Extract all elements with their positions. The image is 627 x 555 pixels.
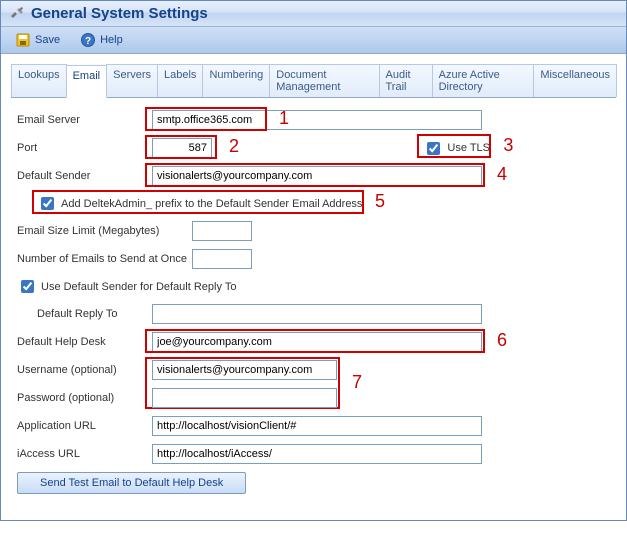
tab-email[interactable]: Email	[66, 65, 108, 98]
default-help-desk-label: Default Help Desk	[17, 336, 152, 348]
help-button[interactable]: ? Help	[74, 30, 129, 50]
send-test-email-button[interactable]: Send Test Email to Default Help Desk	[17, 472, 246, 494]
tab-strip: Lookups Email Servers Labels Numbering D…	[11, 64, 616, 98]
help-icon: ?	[80, 32, 96, 48]
tab-numbering[interactable]: Numbering	[202, 64, 270, 97]
annotation-5: 5	[375, 191, 385, 212]
tab-miscellaneous[interactable]: Miscellaneous	[533, 64, 617, 97]
annotation-6: 6	[497, 330, 507, 351]
default-help-desk-input[interactable]	[152, 332, 482, 352]
default-reply-to-input[interactable]	[152, 304, 482, 324]
annotation-2: 2	[229, 136, 239, 157]
tab-azure-active-directory[interactable]: Azure Active Directory	[432, 64, 535, 97]
use-default-reply-label: Use Default Sender for Default Reply To	[41, 281, 236, 293]
default-sender-label: Default Sender	[17, 170, 152, 182]
add-prefix-label: Add DeltekAdmin_ prefix to the Default S…	[61, 198, 362, 210]
default-sender-input[interactable]	[152, 166, 482, 186]
svg-text:?: ?	[85, 36, 91, 47]
email-size-limit-input[interactable]	[192, 221, 252, 241]
add-prefix-checkbox[interactable]	[41, 197, 54, 210]
password-input[interactable]	[152, 388, 337, 408]
iaccess-url-input[interactable]	[152, 444, 482, 464]
tab-labels[interactable]: Labels	[157, 64, 203, 97]
titlebar: General System Settings	[1, 1, 626, 27]
username-input[interactable]	[152, 360, 337, 380]
annotation-4: 4	[497, 164, 507, 185]
iaccess-url-label: iAccess URL	[17, 448, 152, 460]
port-input[interactable]	[152, 138, 212, 158]
application-url-input[interactable]	[152, 416, 482, 436]
port-label: Port	[17, 142, 152, 154]
num-emails-input[interactable]	[192, 249, 252, 269]
use-default-reply-checkbox[interactable]	[21, 280, 34, 293]
email-size-limit-label: Email Size Limit (Megabytes)	[17, 225, 192, 237]
email-server-input[interactable]	[152, 110, 482, 130]
annotation-3: 3	[503, 135, 513, 156]
tab-document-management[interactable]: Document Management	[269, 64, 379, 97]
application-url-label: Application URL	[17, 420, 152, 432]
save-button[interactable]: Save	[9, 30, 66, 50]
save-icon	[15, 32, 31, 48]
window-title: General System Settings	[31, 5, 208, 22]
email-settings-form: Email Server 1 Port 2 Use TLS 3 D	[11, 98, 616, 506]
num-emails-label: Number of Emails to Send at Once	[17, 253, 192, 265]
tools-icon	[9, 6, 25, 22]
username-label: Username (optional)	[17, 364, 152, 376]
toolbar: Save ? Help	[1, 27, 626, 54]
tab-audit-trail[interactable]: Audit Trail	[379, 64, 433, 97]
email-server-label: Email Server	[17, 114, 152, 126]
use-tls-label: Use TLS	[447, 142, 490, 154]
help-label: Help	[100, 34, 123, 46]
password-label: Password (optional)	[17, 392, 152, 404]
default-reply-to-label: Default Reply To	[37, 308, 152, 320]
save-label: Save	[35, 34, 60, 46]
use-tls-checkbox[interactable]	[427, 142, 440, 155]
tab-servers[interactable]: Servers	[106, 64, 158, 97]
tab-lookups[interactable]: Lookups	[11, 64, 67, 97]
